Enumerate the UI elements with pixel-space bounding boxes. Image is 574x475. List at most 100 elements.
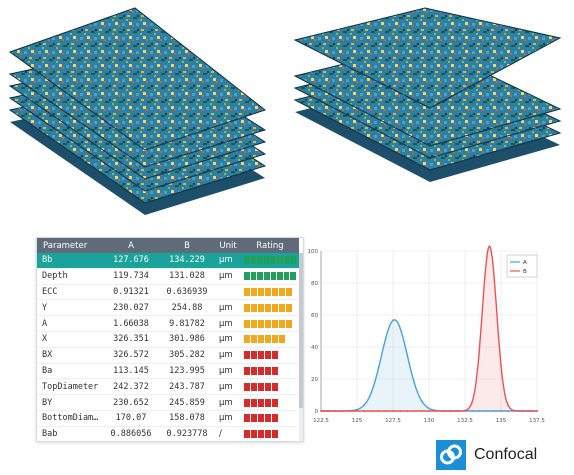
parameter-cell: BX: [37, 347, 103, 364]
rating-block: [279, 303, 285, 312]
rating-block: [286, 287, 292, 296]
rating-block: [272, 351, 278, 360]
rating-cell: [241, 284, 299, 301]
table-row[interactable]: BY 230.652 245.859 µm: [37, 394, 299, 411]
rating-block: [251, 382, 257, 391]
data-point-B: [327, 410, 330, 412]
data-point-A: [399, 327, 402, 330]
data-point-A: [377, 366, 380, 369]
table-row[interactable]: Bb 127.676 134.229 µm: [37, 253, 299, 269]
table-row[interactable]: Ba 113.145 123.995 µm: [37, 363, 299, 380]
rating-bar: [244, 351, 296, 360]
unit-cell: [215, 284, 241, 301]
rating-block: [258, 351, 264, 360]
header-a[interactable]: A: [103, 238, 159, 253]
value-b-cell: 254.88: [159, 299, 215, 317]
rating-block: [265, 351, 271, 360]
rating-block: [251, 319, 257, 328]
data-point-B: [413, 410, 416, 412]
table-row[interactable]: ECC 0.91321 0.636939: [37, 284, 299, 301]
table-row[interactable]: Y 230.027 254.88 µm: [37, 299, 299, 317]
left-stack: [8, 7, 267, 215]
rating-block: [244, 272, 250, 281]
header-b[interactable]: B: [159, 238, 215, 253]
header-rating[interactable]: Rating: [241, 238, 299, 253]
rating-bar: [244, 303, 296, 312]
value-a-cell: 1.66038: [103, 315, 159, 332]
data-point-B: [442, 410, 445, 412]
y-tick-label: 60: [311, 313, 318, 319]
parameter-cell: X: [37, 331, 103, 348]
rating-block: [251, 414, 257, 423]
rating-cell: [241, 378, 299, 396]
data-point-B: [320, 410, 322, 412]
rating-block: [263, 272, 270, 281]
parameter-cell: Y: [37, 299, 103, 317]
brand-name: Confocal: [474, 446, 538, 463]
table-row[interactable]: A 1.66038 9.81782 µm: [37, 315, 299, 332]
data-point-B: [514, 409, 517, 412]
data-point-A: [507, 410, 510, 412]
value-b-cell: 123.995: [159, 363, 215, 380]
parameter-cell: Depth: [37, 268, 103, 285]
parameter-cell: Bab: [37, 426, 103, 441]
rating-block: [250, 272, 257, 281]
rating-block: [279, 287, 285, 296]
value-b-cell: 245.859: [159, 394, 215, 411]
table-row[interactable]: X 326.351 301.986 µm: [37, 331, 299, 348]
value-b-cell: 158.078: [159, 410, 215, 427]
unit-cell: µm: [215, 299, 241, 317]
rating-block: [258, 335, 264, 344]
rating-block: [286, 319, 292, 328]
data-point-B: [356, 410, 358, 412]
rating-block: [286, 303, 292, 312]
parameter-table: Parameter A B Unit Rating Bb 127.676 134.2…: [37, 238, 299, 441]
table-row[interactable]: TopDiameter 242.372 243.787 µm: [37, 378, 299, 396]
header-unit[interactable]: Unit: [215, 238, 241, 253]
data-point-B: [420, 410, 423, 412]
rating-block: [265, 303, 271, 312]
rating-block: [270, 256, 277, 265]
confocal-logo-icon: [436, 440, 466, 470]
series-area-B: [321, 246, 537, 411]
data-point-B: [449, 410, 452, 412]
y-tick-label: 20: [311, 377, 318, 383]
value-a-cell: 0.91321: [103, 284, 159, 301]
unit-cell: µm: [215, 253, 241, 269]
rating-cell: [241, 315, 299, 332]
value-b-cell: 0.636939: [159, 284, 215, 301]
rating-block: [283, 272, 290, 281]
table-row[interactable]: BottomDiam… 170.07 158.078 µm: [37, 410, 299, 427]
data-point-B: [399, 410, 402, 412]
value-a-cell: 230.027: [103, 299, 159, 317]
rating-bar: [244, 414, 296, 423]
rating-block: [251, 303, 257, 312]
rating-cell: [241, 410, 299, 427]
rating-block: [251, 366, 257, 375]
rating-block: [277, 256, 283, 265]
header-parameter[interactable]: Parameter: [37, 238, 103, 253]
table-row[interactable]: Depth 119.734 131.028 µm: [37, 268, 299, 285]
rating-block: [272, 335, 278, 344]
rating-block: [265, 287, 271, 296]
rating-block: [265, 414, 271, 423]
data-point-A: [492, 410, 495, 412]
rating-bar: [244, 335, 296, 344]
value-a-cell: 242.372: [103, 378, 159, 396]
unit-cell: µm: [215, 347, 241, 364]
rating-block: [244, 382, 250, 391]
rating-cell: [241, 299, 299, 317]
table-scrollbar-thumb[interactable]: [299, 253, 303, 408]
data-point-B: [370, 410, 373, 412]
data-point-B: [485, 257, 488, 260]
rating-block: [244, 398, 250, 407]
table-row[interactable]: Bab 0.886056 0.923778/: [37, 426, 299, 441]
layer: [8, 7, 267, 151]
table-row[interactable]: BX 326.572 305.282 µm: [37, 347, 299, 364]
rating-cell: [241, 331, 299, 348]
rating-block: [258, 319, 264, 328]
data-point-B: [377, 410, 380, 412]
chart-legend: [506, 254, 538, 278]
unit-cell: /: [215, 426, 241, 441]
parameter-table-panel: Parameter A B Unit Rating Bb 127.676 134.2…: [36, 237, 304, 442]
